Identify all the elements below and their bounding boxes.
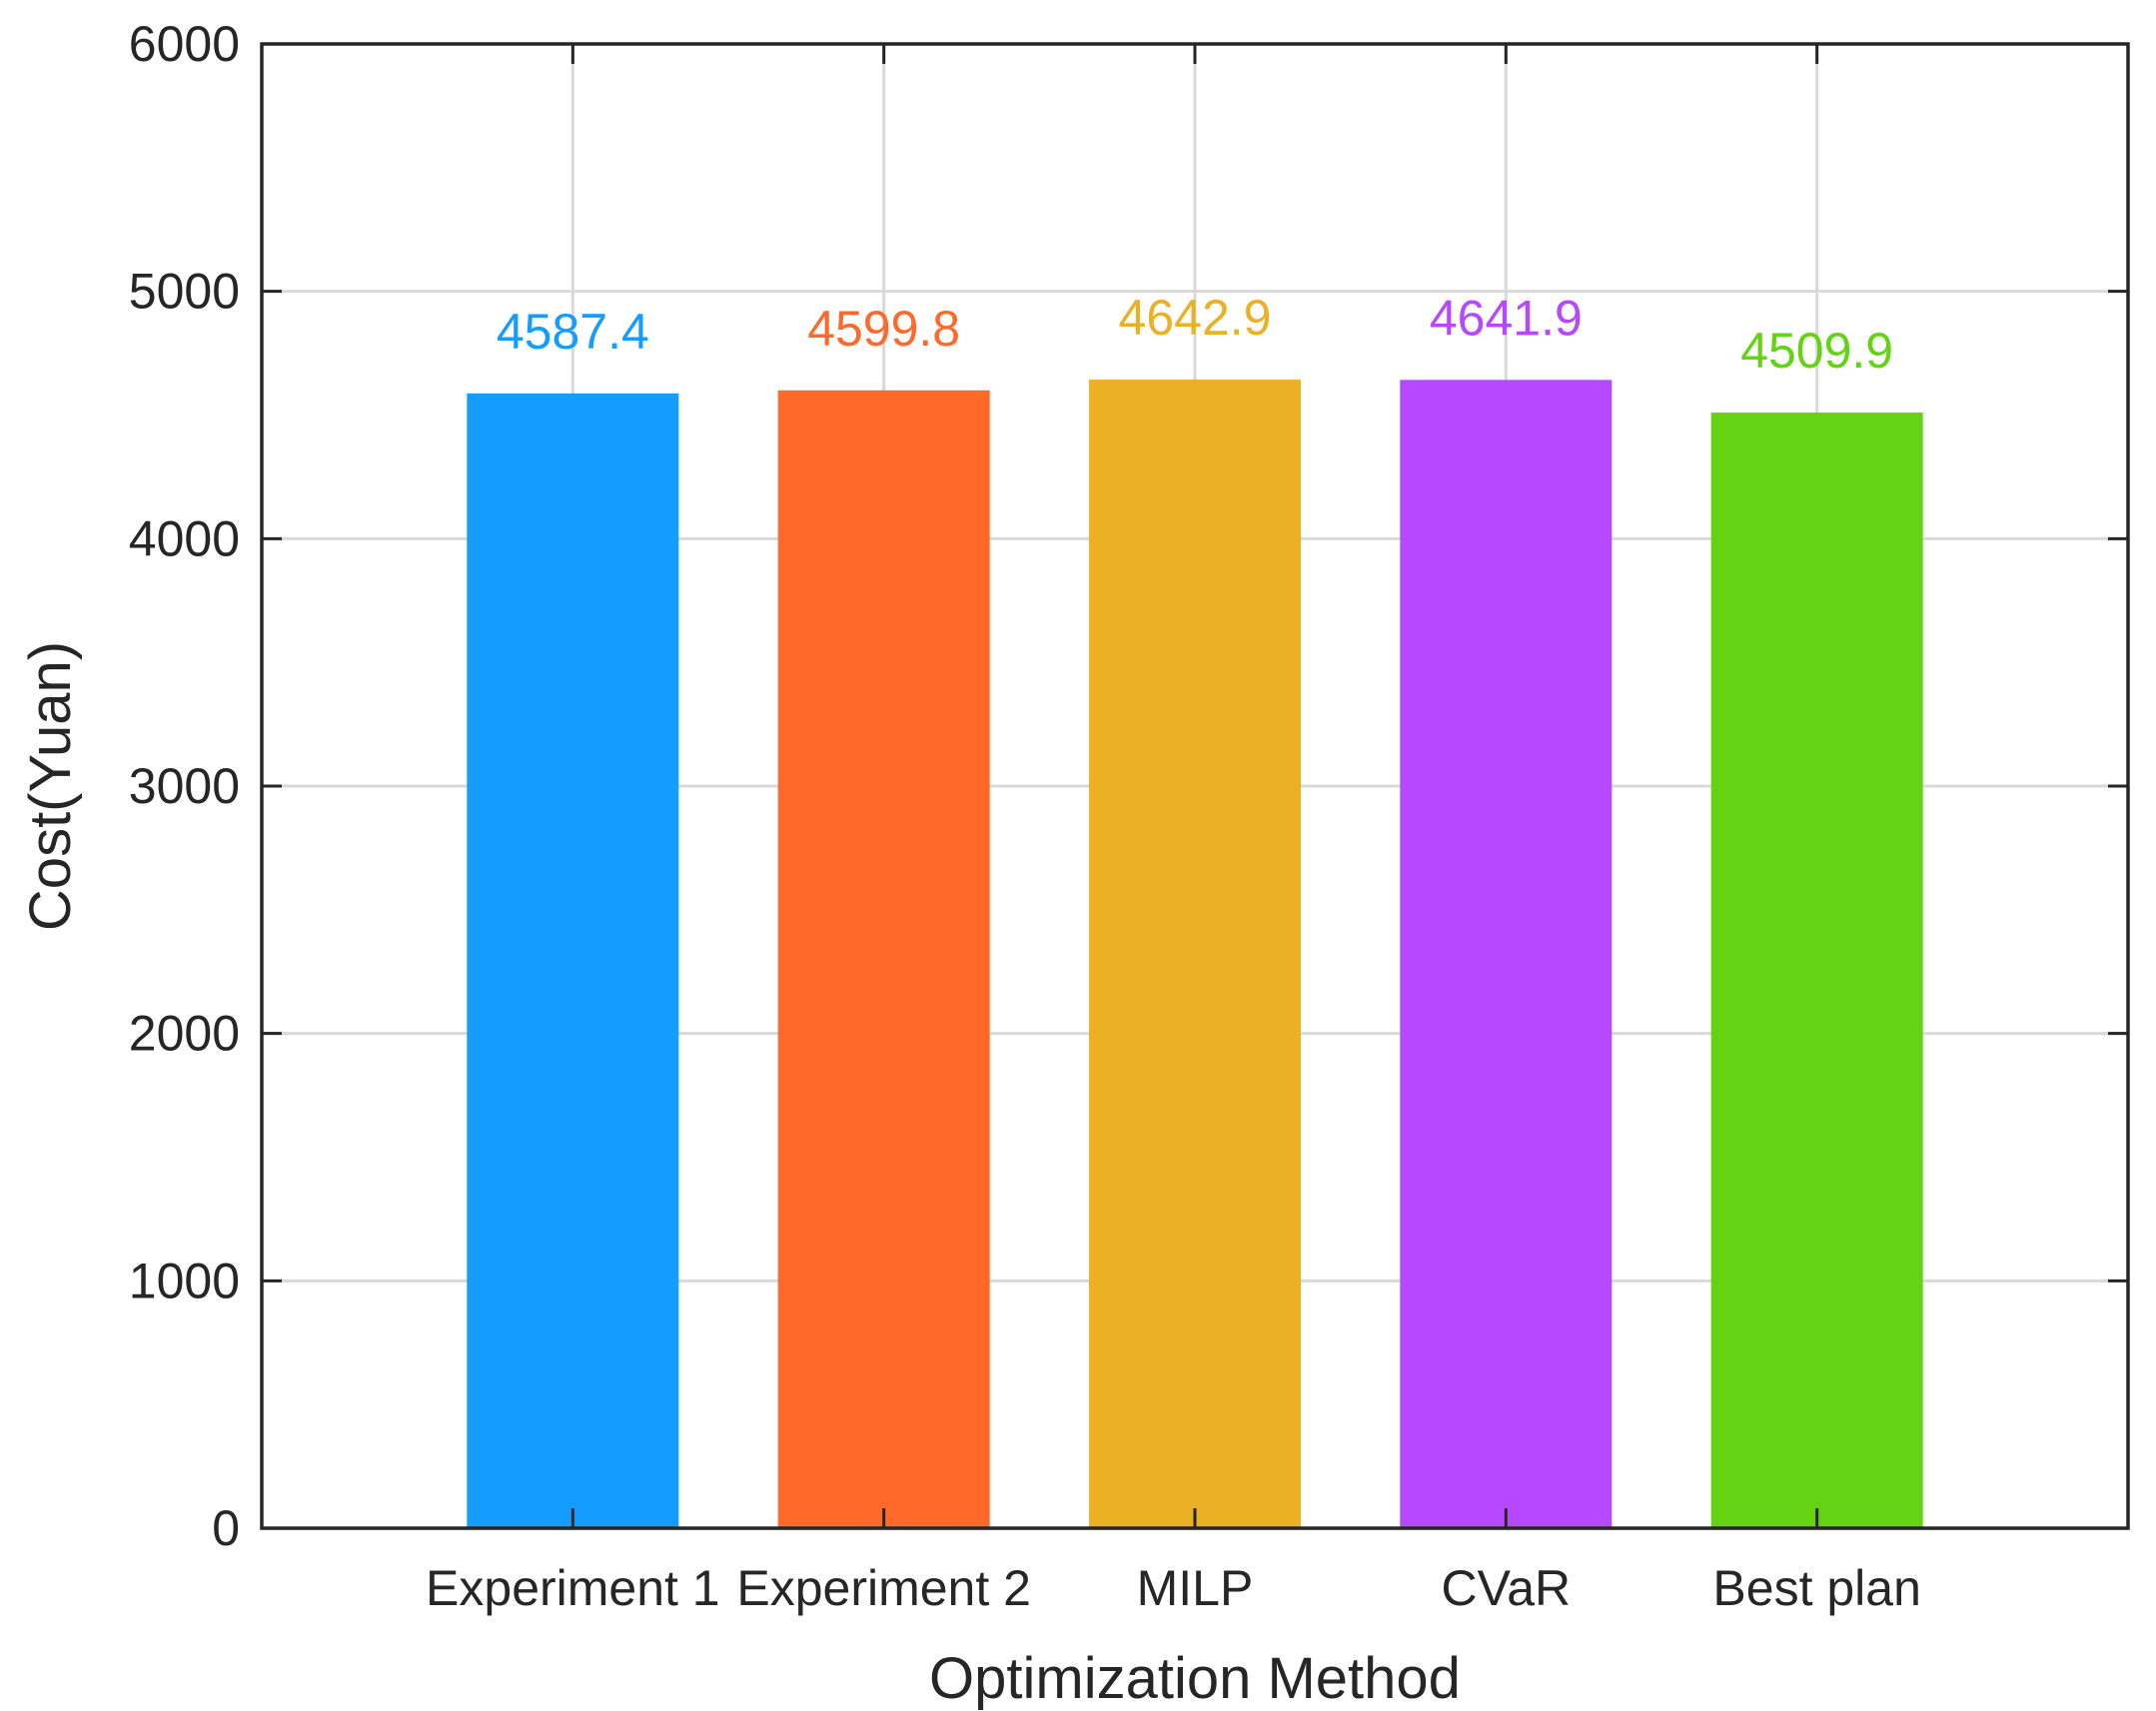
bar-experiment-2 [777,390,990,1529]
bars-group [467,380,1923,1529]
tick-marks [262,42,2128,1530]
data-label: 4509.9 [1740,323,1893,379]
data-label: 4641.9 [1430,290,1583,346]
x-tick-labels: Experiment 1 Experiment 2 MILP CVaR Best pla… [426,1560,1921,1616]
bar-milp [1089,380,1301,1529]
x-tick-label: Best plan [1712,1560,1920,1616]
bar-best-plan [1710,413,1923,1528]
y-axis-title: Cost(Yuan) [18,641,83,931]
x-axis-title: Optimization Method [929,1646,1461,1711]
data-label: 4599.8 [807,301,960,357]
y-tick-label: 3000 [129,758,240,814]
data-label: 4587.4 [497,304,649,360]
y-tick-label: 4000 [129,510,240,566]
y-tick-label: 0 [212,1500,240,1556]
bar-cvar [1400,380,1613,1529]
data-labels: 4587.4 4599.8 4642.9 4641.9 4509.9 [497,290,1893,379]
y-tick-label: 1000 [129,1253,240,1308]
y-tick-label: 6000 [129,16,240,72]
data-label: 4642.9 [1119,290,1272,346]
x-tick-label: Experiment 1 [426,1560,720,1616]
y-tick-labels: 0 1000 2000 3000 4000 5000 6000 [129,16,240,1556]
x-tick-label: Experiment 2 [736,1560,1031,1616]
y-tick-label: 2000 [129,1006,240,1062]
x-tick-label: CVaR [1441,1560,1571,1616]
y-tick-label: 5000 [129,264,240,320]
x-tick-label: MILP [1137,1560,1254,1616]
bar-experiment-1 [467,393,679,1528]
